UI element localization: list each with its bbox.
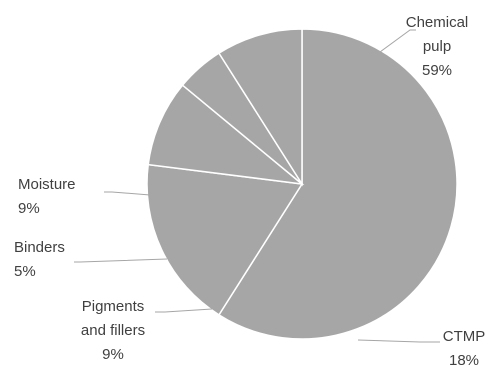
slice-name: Chemical — [406, 14, 469, 31]
slice-percent: 9% — [102, 346, 124, 363]
slice-label: Pigments and fillers 9% — [81, 298, 145, 363]
pie-slice — [217, 28, 458, 340]
leader-lines — [74, 29, 440, 343]
slice-percent: 59% — [422, 62, 452, 79]
slice-name: Pigments — [82, 298, 145, 315]
leader-line — [104, 191, 151, 196]
slice-name: and fillers — [81, 322, 145, 339]
leader-line — [74, 258, 168, 263]
slice-percent: 9% — [18, 200, 40, 217]
slice-name: Binders — [14, 239, 65, 256]
pie-slice — [146, 163, 304, 316]
pie-slice — [147, 84, 305, 186]
slice-name: pulp — [423, 38, 451, 55]
pie-slice — [217, 28, 303, 187]
slice-percent: 18% — [449, 352, 479, 369]
slice-labels: Chemical pulp 59% CTMP 18% Pigments and filler… — [14, 14, 485, 369]
slice-label: CTMP 18% — [443, 328, 486, 369]
leader-line — [379, 29, 416, 53]
slice-label: Binders 5% — [14, 239, 65, 280]
leader-line — [155, 308, 213, 313]
slice-percent: 5% — [14, 263, 36, 280]
leader-line — [357, 339, 440, 343]
slice-name: CTMP — [443, 328, 486, 345]
slice-label: Chemical pulp 59% — [406, 14, 469, 79]
slice-label: Moisture 9% — [18, 176, 76, 217]
pie-slices — [146, 28, 458, 340]
slice-name: Moisture — [18, 176, 76, 193]
